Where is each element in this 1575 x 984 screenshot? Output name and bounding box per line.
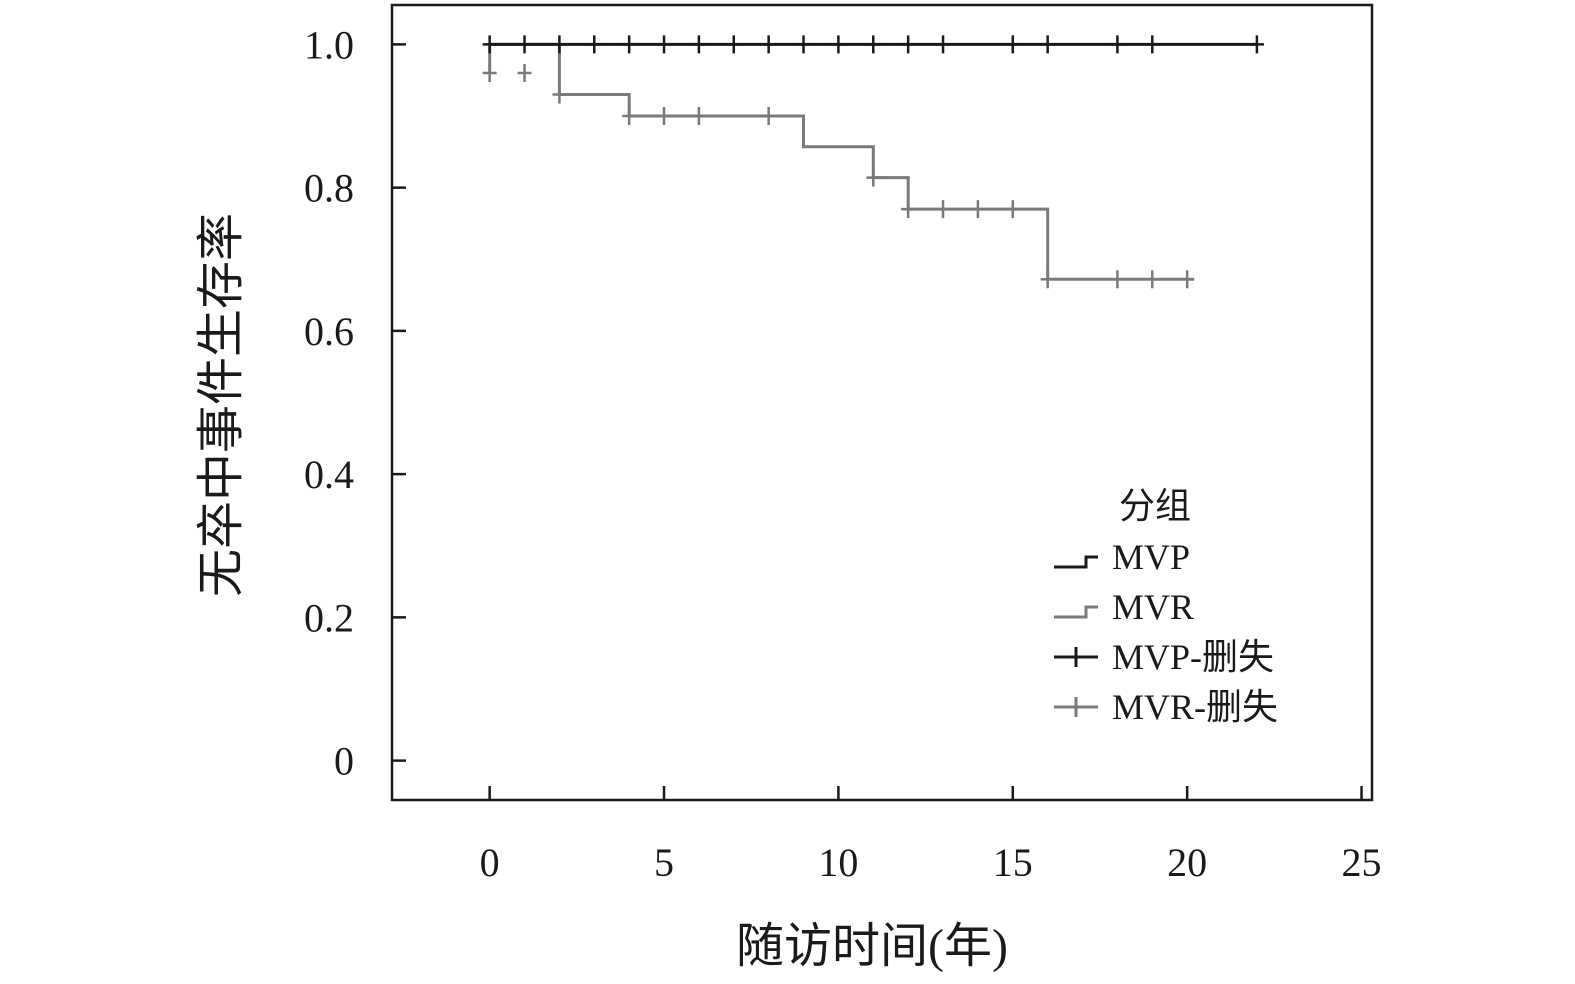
- plot-frame: [390, 3, 1374, 802]
- mvp-censor-mark: [726, 35, 741, 54]
- x-tick-label: 5: [654, 840, 674, 885]
- x-tick-label: 15: [993, 840, 1033, 885]
- mvr-censor-mark: [1145, 270, 1160, 289]
- mvp-censor-mark: [1249, 35, 1264, 54]
- legend-symbol-mvp-censor: [1054, 647, 1098, 667]
- legend-symbol-mvr-censor: [1054, 697, 1098, 717]
- mvr-censor-mark: [657, 107, 672, 126]
- x-tick-label: 10: [818, 840, 858, 885]
- x-tick-label: 20: [1167, 840, 1207, 885]
- y-tick-label: 0.6: [304, 309, 354, 354]
- mvp-censor-mark: [936, 35, 951, 54]
- mvr-censor-mark: [1110, 270, 1125, 289]
- mvr-censor-mark: [1180, 270, 1195, 289]
- mvp-censor-mark: [831, 35, 846, 54]
- mvr-censor-mark: [517, 64, 532, 83]
- mvp-censor-mark: [866, 35, 881, 54]
- mvp-censor-mark: [1005, 35, 1020, 54]
- mvp-censor-mark: [657, 35, 672, 54]
- legend-label: MVR-删失: [1112, 687, 1278, 727]
- mvr-censor-mark: [901, 200, 916, 219]
- x-tick-label: 0: [480, 840, 500, 885]
- x-axis-title: 随访时间(年): [736, 920, 1008, 973]
- mvr-survival-line: [488, 42, 1195, 281]
- mvp-censor-mark: [761, 35, 776, 54]
- mvr-censor-mark: [482, 64, 497, 83]
- mvr-censor-mark: [970, 200, 985, 219]
- y-tick-label: 1.0: [304, 22, 354, 67]
- mvr-censor-mark: [552, 85, 567, 104]
- mvp-censor-mark: [622, 35, 637, 54]
- y-tick-label: 0.4: [304, 452, 354, 497]
- legend-symbol-mvp: [1054, 555, 1098, 569]
- mvp-censor-mark: [691, 35, 706, 54]
- y-tick-label: 0: [334, 739, 354, 784]
- mvp-censor-mark: [552, 35, 567, 54]
- mvp-censor-mark: [587, 35, 602, 54]
- legend-title: 分组: [1119, 486, 1191, 526]
- mvp-censor-mark: [901, 35, 916, 54]
- mvr-censor-mark: [866, 168, 881, 187]
- legend-symbol-mvr: [1054, 605, 1098, 619]
- series-layer: [482, 35, 1264, 289]
- mvr-censor-mark: [622, 107, 637, 126]
- mvp-censor-mark: [1040, 35, 1055, 54]
- legend-label: MVP: [1112, 537, 1190, 577]
- mvp-censor-mark: [482, 35, 497, 54]
- legend: 分组 MVP MVR MVP-删失 MVR-删失: [1054, 486, 1278, 727]
- mvr-censor-mark: [691, 107, 706, 126]
- y-axis: 0 0.2 0.4 0.6 0.8 1.0: [304, 22, 406, 784]
- x-axis: 0 5 10 15 20 25: [480, 786, 1382, 885]
- mvr-censor-mark: [761, 107, 776, 126]
- mvr-censor-mark: [1005, 200, 1020, 219]
- mvp-censor-mark: [796, 35, 811, 54]
- y-axis-title: 无卒中事件生存率: [195, 213, 248, 597]
- mvr-censor-mark: [1040, 270, 1055, 289]
- mvp-censor-mark: [517, 35, 532, 54]
- y-tick-label: 0.2: [304, 595, 354, 640]
- y-tick-label: 0.8: [304, 166, 354, 211]
- legend-label: MVP-删失: [1112, 637, 1274, 677]
- x-tick-label: 25: [1342, 840, 1382, 885]
- legend-label: MVR: [1112, 587, 1194, 627]
- mvr-censor-mark: [936, 200, 951, 219]
- mvp-censor-mark: [1110, 35, 1125, 54]
- mvp-censor-mark: [1145, 35, 1160, 54]
